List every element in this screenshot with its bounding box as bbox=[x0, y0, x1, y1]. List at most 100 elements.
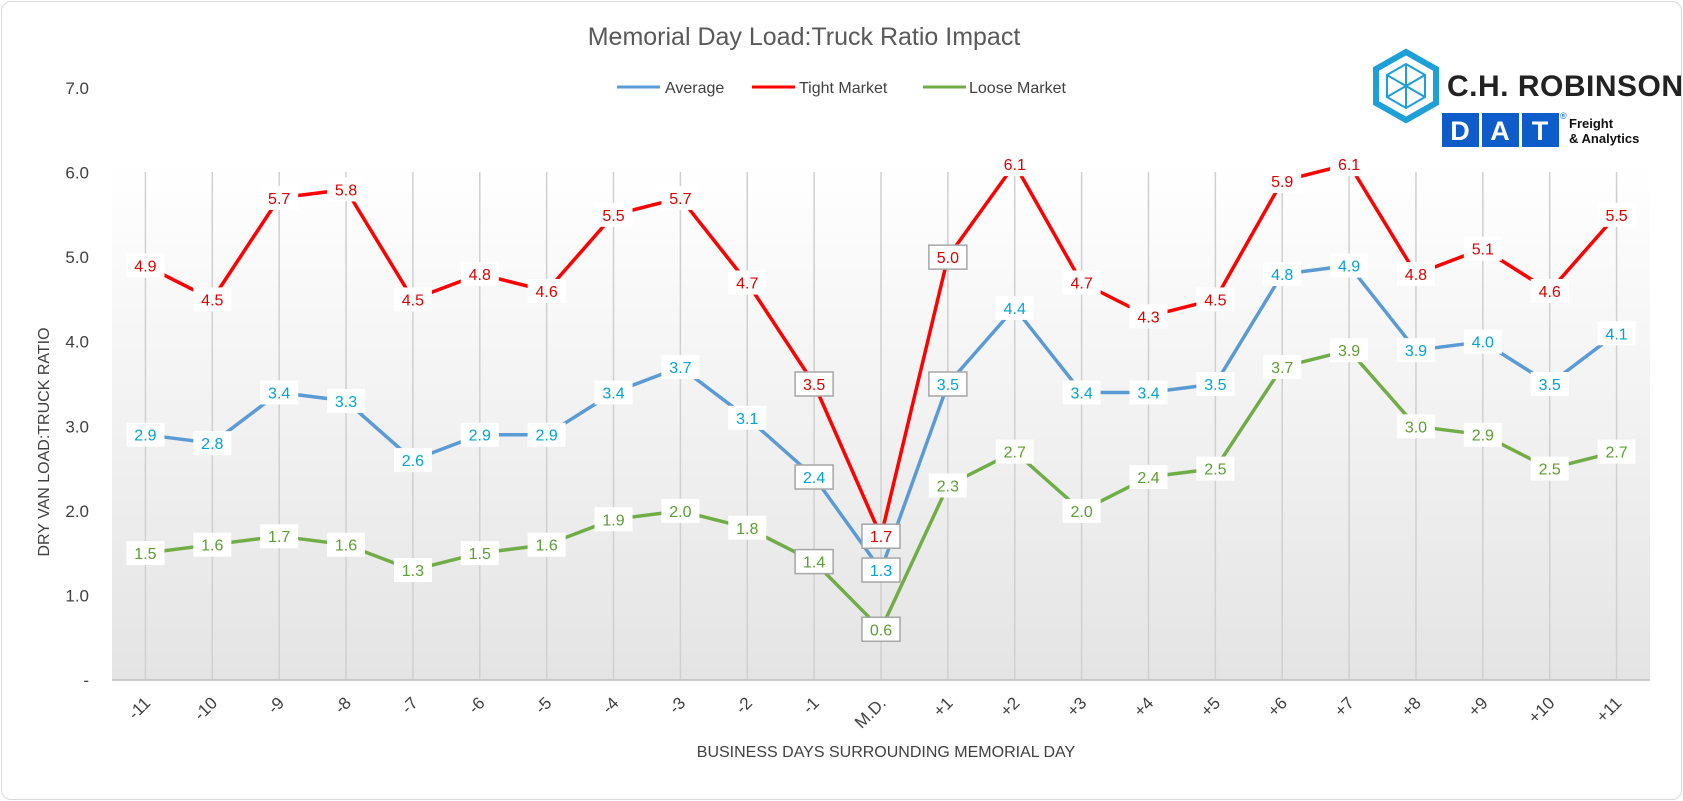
data-label-text: 1.7 bbox=[268, 529, 290, 546]
data-label-text: 2.9 bbox=[134, 428, 156, 445]
y-tick-label: 2.0 bbox=[65, 502, 89, 521]
data-label-text: 3.4 bbox=[1070, 385, 1092, 402]
x-tick-label: -5 bbox=[531, 693, 555, 717]
data-label-text: 2.0 bbox=[1070, 504, 1092, 521]
data-label-text: 6.1 bbox=[1338, 157, 1360, 174]
data-label-average: 3.4 bbox=[1062, 380, 1101, 405]
data-label-text: 1.4 bbox=[803, 555, 825, 572]
data-label-average: 3.1 bbox=[728, 405, 767, 430]
data-label-box bbox=[460, 541, 499, 566]
data-label-average: 3.9 bbox=[1396, 338, 1435, 363]
data-label-text: 3.4 bbox=[1137, 385, 1159, 402]
data-label-box bbox=[995, 152, 1034, 177]
data-label-text: 3.1 bbox=[736, 411, 758, 428]
data-label-text: 4.3 bbox=[1137, 309, 1159, 326]
data-label-average: 4.4 bbox=[995, 295, 1034, 320]
data-label-box bbox=[1530, 372, 1569, 396]
data-label-average: 2.9 bbox=[527, 422, 566, 447]
data-label-tight-market: 5.5 bbox=[594, 202, 633, 227]
data-label-box bbox=[1530, 456, 1569, 481]
dat-tagline-analytics: & Analytics bbox=[1569, 131, 1639, 146]
y-tick-label: 3.0 bbox=[65, 417, 89, 436]
data-label-text: 5.5 bbox=[1605, 208, 1627, 225]
x-tick-label: -11 bbox=[124, 693, 154, 723]
data-label-text: 5.5 bbox=[602, 208, 624, 225]
data-label-tight-market: 4.5 bbox=[1196, 287, 1235, 312]
data-label-box bbox=[861, 557, 901, 583]
data-label-text: 2.9 bbox=[1472, 428, 1494, 445]
x-tick-label: +5 bbox=[1197, 693, 1224, 720]
data-label-box bbox=[794, 548, 834, 575]
data-label-box bbox=[1597, 202, 1636, 227]
x-tick-label: -1 bbox=[799, 693, 823, 717]
data-label-box bbox=[861, 616, 901, 643]
data-labels: 2.9 2.8 3.4 3.3 2.6 2.9 2.9 3.4 3.7 3.1 2.4 1.3 3.5 4… bbox=[126, 152, 1636, 643]
data-label-average: 3.4 bbox=[1129, 380, 1168, 405]
data-label-tight-market: 4.8 bbox=[1396, 262, 1435, 287]
x-tick-label: -10 bbox=[190, 693, 221, 724]
data-label-text: 4.4 bbox=[1004, 301, 1026, 318]
dat-letter-t: T bbox=[1532, 116, 1549, 146]
x-tick-label: -7 bbox=[398, 693, 422, 717]
data-label-text: 3.9 bbox=[1338, 343, 1360, 360]
data-label-box bbox=[126, 253, 165, 278]
x-tick-label: +2 bbox=[996, 693, 1023, 720]
dat-registered-mark: ® bbox=[1560, 111, 1567, 121]
data-label-average: 3.7 bbox=[661, 355, 700, 380]
data-label-box bbox=[1062, 498, 1101, 523]
data-label-box bbox=[1330, 338, 1369, 363]
x-tick-label: -8 bbox=[331, 693, 355, 717]
data-label-box bbox=[1396, 262, 1435, 287]
y-tick-label: 5.0 bbox=[65, 248, 89, 267]
data-label-text: 1.5 bbox=[134, 546, 156, 563]
data-label-text: 4.9 bbox=[1338, 259, 1360, 276]
legend: Average Tight Market Loose Market bbox=[617, 80, 1066, 97]
data-label-text: 3.5 bbox=[1539, 377, 1561, 394]
data-label-text: 4.0 bbox=[1472, 335, 1494, 352]
data-label-loose-market: 2.7 bbox=[995, 439, 1034, 464]
data-label-text: 4.5 bbox=[402, 292, 424, 309]
data-label-loose-market: 1.6 bbox=[327, 532, 366, 557]
data-label-loose-market: 3.7 bbox=[1263, 355, 1302, 380]
y-tick-label: 4.0 bbox=[65, 333, 89, 352]
data-label-loose-market: 1.4 bbox=[794, 548, 834, 575]
data-label-text: 5.1 bbox=[1472, 242, 1494, 259]
data-label-text: 3.9 bbox=[1405, 343, 1427, 360]
legend-tight-label: Tight Market bbox=[799, 80, 888, 97]
data-label-text: 3.5 bbox=[937, 377, 959, 394]
data-label-box bbox=[126, 422, 165, 447]
data-label-box bbox=[193, 431, 232, 456]
data-label-box bbox=[1196, 287, 1235, 312]
data-label-box bbox=[1463, 329, 1502, 354]
data-label-box bbox=[1463, 236, 1502, 261]
data-label-box bbox=[728, 405, 767, 430]
data-label-tight-market: 3.5 bbox=[794, 371, 834, 397]
data-label-average: 4.0 bbox=[1463, 329, 1502, 354]
data-label-text: 2.7 bbox=[1605, 445, 1627, 462]
data-label-tight-market: 5.7 bbox=[661, 185, 700, 210]
data-label-text: 1.6 bbox=[201, 538, 223, 555]
data-label-box bbox=[1062, 380, 1101, 405]
data-label-loose-market: 1.6 bbox=[527, 532, 566, 557]
data-label-text: 1.6 bbox=[335, 538, 357, 555]
data-label-average: 4.8 bbox=[1263, 262, 1302, 287]
data-label-loose-market: 1.7 bbox=[260, 524, 299, 549]
data-label-loose-market: 2.5 bbox=[1196, 456, 1235, 481]
data-label-box bbox=[393, 558, 432, 583]
data-label-text: 4.5 bbox=[201, 292, 223, 309]
data-label-box bbox=[1597, 321, 1636, 346]
data-label-box bbox=[995, 295, 1034, 320]
data-label-box bbox=[928, 244, 968, 270]
data-label-box bbox=[928, 371, 968, 397]
data-label-box bbox=[460, 262, 499, 287]
data-label-box bbox=[260, 185, 299, 210]
y-axis-ticks: - 1.0 2.0 3.0 4.0 5.0 6.0 7.0 bbox=[65, 79, 89, 690]
data-label-text: 2.6 bbox=[402, 453, 424, 470]
data-label-text: 3.4 bbox=[602, 385, 624, 402]
x-tick-label: +7 bbox=[1331, 693, 1358, 720]
x-tick-label: -6 bbox=[464, 693, 488, 717]
data-label-loose-market: 3.0 bbox=[1396, 414, 1435, 439]
x-tick-label: +3 bbox=[1063, 693, 1090, 720]
data-label-text: 1.6 bbox=[536, 538, 558, 555]
data-label-box bbox=[1330, 152, 1369, 177]
